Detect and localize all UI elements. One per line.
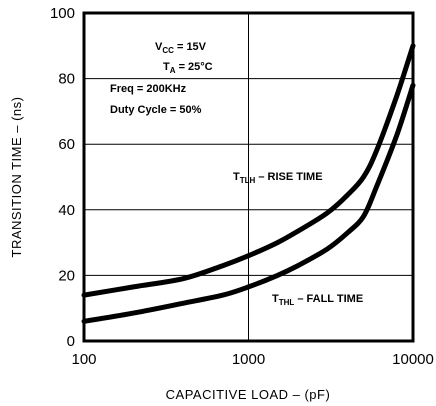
y-tick-label: 0 — [67, 333, 75, 350]
x-tick-label: 1000 — [232, 351, 265, 368]
y-tick-label: 20 — [58, 267, 75, 284]
y-tick-label: 80 — [58, 71, 75, 88]
x-tick-label: 10000 — [392, 351, 434, 368]
series-line-rise-time — [81, 43, 416, 298]
series-label-fall-time: TTHL – FALL TIME — [272, 293, 363, 307]
series-line-fall-time — [81, 82, 416, 324]
y-tick-label: 100 — [50, 5, 75, 22]
condition-line: Duty Cycle = 50% — [110, 104, 202, 116]
grid — [84, 13, 413, 341]
y-tick-label: 60 — [58, 136, 75, 153]
y-axis-title: TRANSITION TIME – (ns) — [9, 97, 24, 258]
condition-line: VCC = 15V — [155, 41, 207, 55]
x-tick-label: 100 — [71, 351, 96, 368]
condition-line: TA = 25°C — [163, 61, 213, 75]
x-axis-title: CAPACITIVE LOAD – (pF) — [166, 387, 331, 402]
series-label-rise-time: TTLH – RISE TIME — [233, 171, 323, 185]
series-layer — [81, 43, 416, 324]
conditions-box: VCC = 15V TA = 25°C Freq = 200KHz Duty Cycl… — [110, 41, 213, 116]
condition-line: Freq = 200KHz — [110, 83, 187, 95]
tick-labels: 0 20 40 60 80 100 100 1000 10000 — [50, 5, 434, 368]
y-tick-label: 40 — [58, 202, 75, 219]
plot-frame — [82, 11, 415, 343]
